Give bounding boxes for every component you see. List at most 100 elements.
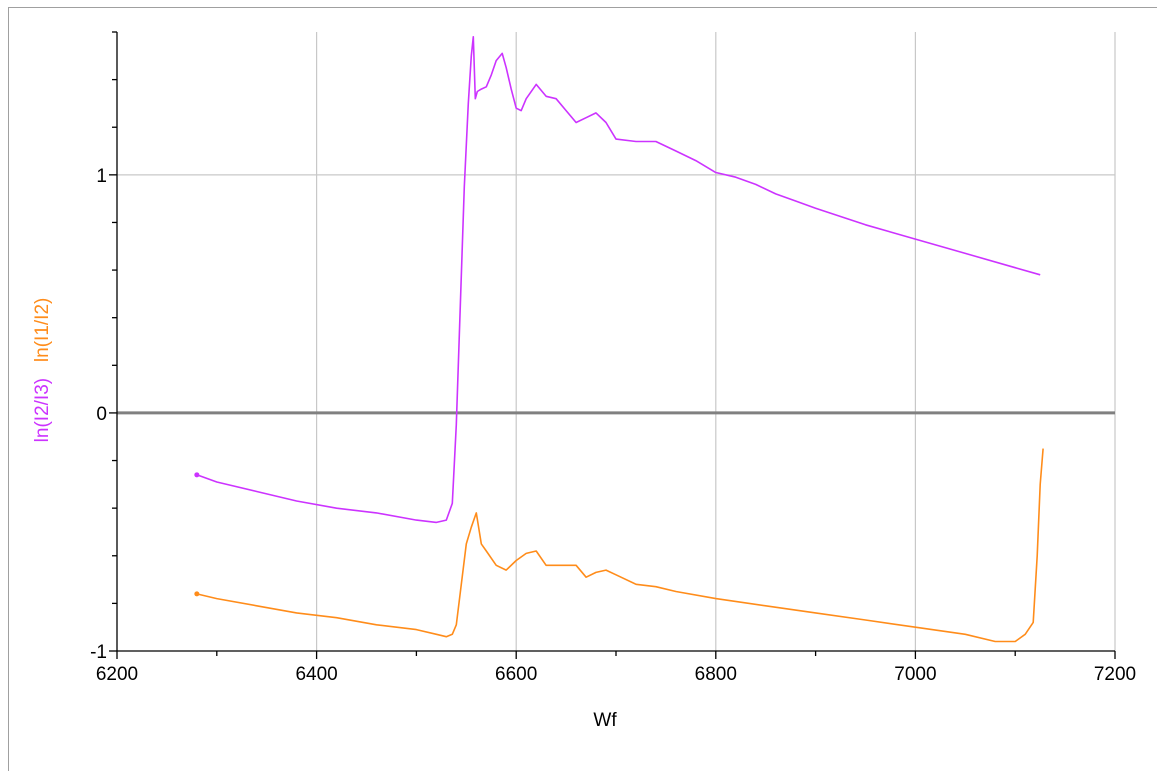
data-point	[460, 305, 462, 307]
data-point	[615, 138, 617, 140]
data-point	[755, 184, 757, 186]
data-point	[965, 634, 967, 636]
y-tick-label: -1	[90, 642, 107, 663]
y-axis-title-part: ln(I2/I3)	[32, 378, 53, 442]
data-point	[815, 612, 817, 614]
data-point	[615, 574, 617, 576]
x-tick-labels: 6200 6400 6600 6800 7000 7200	[96, 664, 1136, 685]
data-point	[515, 107, 517, 109]
data-point	[336, 617, 338, 619]
data-point	[296, 500, 298, 502]
data-point	[480, 543, 482, 545]
data-point	[467, 103, 469, 105]
series-start-marker-1	[194, 472, 200, 478]
data-point	[376, 624, 378, 626]
data-point	[1014, 267, 1016, 269]
data-point	[1039, 274, 1041, 276]
data-point	[1032, 622, 1034, 624]
data-point	[865, 619, 867, 621]
data-point	[376, 512, 378, 514]
data-point	[535, 84, 537, 86]
x-tick-label: 6800	[695, 664, 737, 685]
data-point	[515, 560, 517, 562]
data-point	[815, 207, 817, 209]
data-point	[605, 122, 607, 124]
data-point	[915, 238, 917, 240]
data-point	[216, 598, 218, 600]
chart-frame	[8, 7, 1157, 771]
data-point	[585, 117, 587, 119]
data-point	[525, 98, 527, 100]
data-point	[545, 564, 547, 566]
data-point	[605, 569, 607, 571]
data-point	[436, 522, 438, 524]
x-axis-title: Wf	[593, 710, 617, 731]
y-axis-title: ln(I2/I3) ln(I1/I2)	[32, 298, 53, 443]
data-point	[474, 98, 476, 100]
data-point	[216, 481, 218, 483]
data-point	[446, 519, 448, 521]
data-point	[635, 141, 637, 143]
data-point	[416, 519, 418, 521]
y-tick-label: 1	[96, 166, 107, 187]
data-point	[865, 224, 867, 226]
data-point	[795, 200, 797, 202]
data-point	[485, 550, 487, 552]
data-point	[585, 576, 587, 578]
data-point	[675, 150, 677, 152]
data-point	[545, 95, 547, 97]
data-point	[452, 634, 454, 636]
data-point	[475, 512, 477, 514]
data-point	[1039, 484, 1041, 486]
data-point	[994, 641, 996, 643]
data-point	[436, 634, 438, 636]
data-point	[461, 584, 463, 586]
data-point	[456, 624, 458, 626]
data-point	[446, 636, 448, 638]
data-point	[595, 572, 597, 574]
data-point	[452, 503, 454, 505]
data-point	[775, 193, 777, 195]
y-tick-labels: -1 0 1	[90, 166, 107, 663]
data-point	[456, 424, 458, 426]
data-point	[715, 598, 717, 600]
data-point	[535, 550, 537, 552]
data-point	[1036, 555, 1038, 557]
data-point	[505, 67, 507, 69]
x-tick-label: 6600	[495, 664, 537, 685]
data-point	[490, 74, 492, 76]
y-tick-label: 0	[96, 404, 107, 425]
x-tick-label: 7000	[894, 664, 936, 685]
data-point	[476, 91, 478, 93]
data-point	[196, 474, 198, 476]
series-line-2	[196, 448, 1044, 643]
data-point	[1024, 634, 1026, 636]
data-point	[915, 626, 917, 628]
data-point	[715, 172, 717, 174]
data-point	[501, 53, 503, 55]
data-point	[525, 553, 527, 555]
grid-lines	[117, 32, 1116, 651]
data-point	[1014, 641, 1016, 643]
series-start-marker-2	[194, 591, 200, 597]
data-point	[464, 186, 466, 188]
data-point	[296, 612, 298, 614]
data-point	[466, 543, 468, 545]
data-point	[655, 141, 657, 143]
x-tick-label: 6200	[96, 664, 138, 685]
data-point	[470, 55, 472, 57]
data-point	[470, 526, 472, 528]
data-point	[765, 605, 767, 607]
data-point	[635, 584, 637, 586]
data-point	[575, 122, 577, 124]
data-point	[735, 176, 737, 178]
axes	[109, 31, 1116, 659]
data-point	[555, 564, 557, 566]
data-point	[495, 564, 497, 566]
data-point	[256, 491, 258, 493]
data-point	[485, 86, 487, 88]
data-point	[505, 569, 507, 571]
series-line-1	[196, 35, 1041, 524]
data-point	[695, 160, 697, 162]
